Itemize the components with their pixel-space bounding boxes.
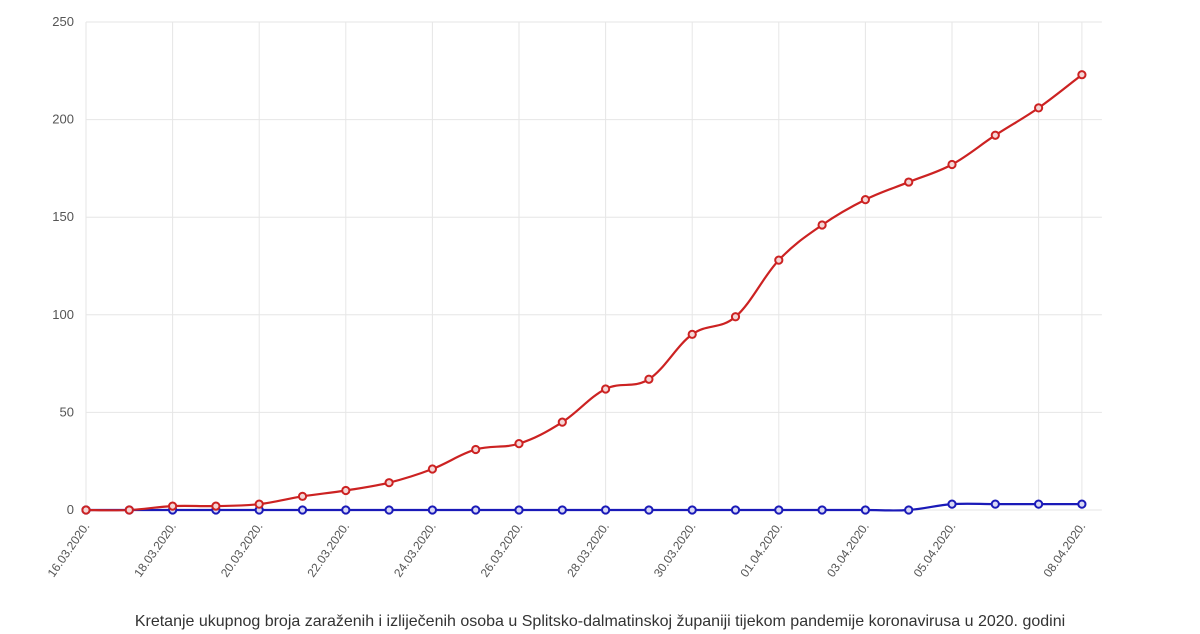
x-tick-label: 08.04.2020. xyxy=(1041,520,1089,580)
data-point xyxy=(817,220,827,230)
x-tick-label: 18.03.2020. xyxy=(131,520,179,580)
x-tick-label: 20.03.2020. xyxy=(218,520,266,580)
y-tick-label: 200 xyxy=(52,112,74,127)
y-tick-label: 50 xyxy=(60,404,74,419)
x-tick-label: 05.04.2020. xyxy=(911,520,959,580)
y-tick-label: 100 xyxy=(52,307,74,322)
x-tick-label: 16.03.2020. xyxy=(45,520,93,580)
data-point xyxy=(514,505,524,515)
data-point xyxy=(211,501,221,511)
data-point xyxy=(254,499,264,509)
data-point xyxy=(687,505,697,515)
data-point xyxy=(730,505,741,515)
data-point xyxy=(341,485,351,496)
data-point xyxy=(687,329,697,339)
series-line xyxy=(85,73,1083,512)
x-axis-ticks: 16.03.2020. 18.03.2020. 20.03.2020. 22.03.2… xyxy=(45,520,1089,580)
data-point xyxy=(124,505,134,515)
data-point xyxy=(947,499,957,509)
data-point xyxy=(471,505,481,515)
data-point xyxy=(514,439,524,449)
data-point xyxy=(860,505,871,515)
data-point xyxy=(817,505,827,515)
data-point xyxy=(81,505,91,515)
data-point xyxy=(427,464,437,474)
x-tick-label: 24.03.2020. xyxy=(391,520,439,580)
x-tick-label: 30.03.2020. xyxy=(651,520,699,580)
x-tick-label: 28.03.2020. xyxy=(564,520,612,580)
data-point xyxy=(774,255,784,265)
data-point xyxy=(644,374,654,384)
data-point xyxy=(601,505,611,515)
data-point xyxy=(860,195,871,205)
line-chart: 0 50 100 150 200 250 16.03.2020. 18.03.2020. 20… xyxy=(45,14,1102,580)
data-point xyxy=(297,505,308,515)
data-point xyxy=(557,417,567,427)
data-point xyxy=(168,501,178,511)
data-point xyxy=(990,499,1000,509)
data-point xyxy=(297,491,308,501)
y-tick-label: 150 xyxy=(52,209,74,224)
data-point xyxy=(557,505,567,515)
data-point xyxy=(1077,70,1087,80)
data-point xyxy=(990,130,1000,140)
data-point xyxy=(730,312,741,322)
data-point xyxy=(1077,499,1087,509)
x-tick-label: 03.04.2020. xyxy=(824,520,872,580)
data-point xyxy=(904,177,914,187)
data-point xyxy=(1034,103,1044,113)
data-point xyxy=(904,505,914,515)
data-point xyxy=(384,478,394,488)
data-point xyxy=(471,444,481,455)
data-point xyxy=(947,159,957,170)
x-tick-label: 01.04.2020. xyxy=(737,520,785,580)
series-points xyxy=(81,70,1087,515)
data-point xyxy=(427,505,437,515)
data-point xyxy=(774,505,784,515)
grid xyxy=(85,21,1102,511)
y-tick-label: 0 xyxy=(67,502,74,517)
x-tick-label: 26.03.2020. xyxy=(478,520,526,580)
chart-caption: Kretanje ukupnog broja zaraženih i izlij… xyxy=(134,613,1066,630)
data-point xyxy=(644,505,654,515)
x-tick-label: 22.03.2020. xyxy=(304,520,352,580)
data-point xyxy=(601,384,611,394)
data-point xyxy=(384,505,394,515)
y-axis-ticks: 0 50 100 150 200 250 xyxy=(52,14,74,517)
data-point xyxy=(1034,499,1044,509)
data-point xyxy=(341,505,351,515)
series-lines xyxy=(85,73,1083,512)
y-tick-label: 250 xyxy=(52,14,74,29)
